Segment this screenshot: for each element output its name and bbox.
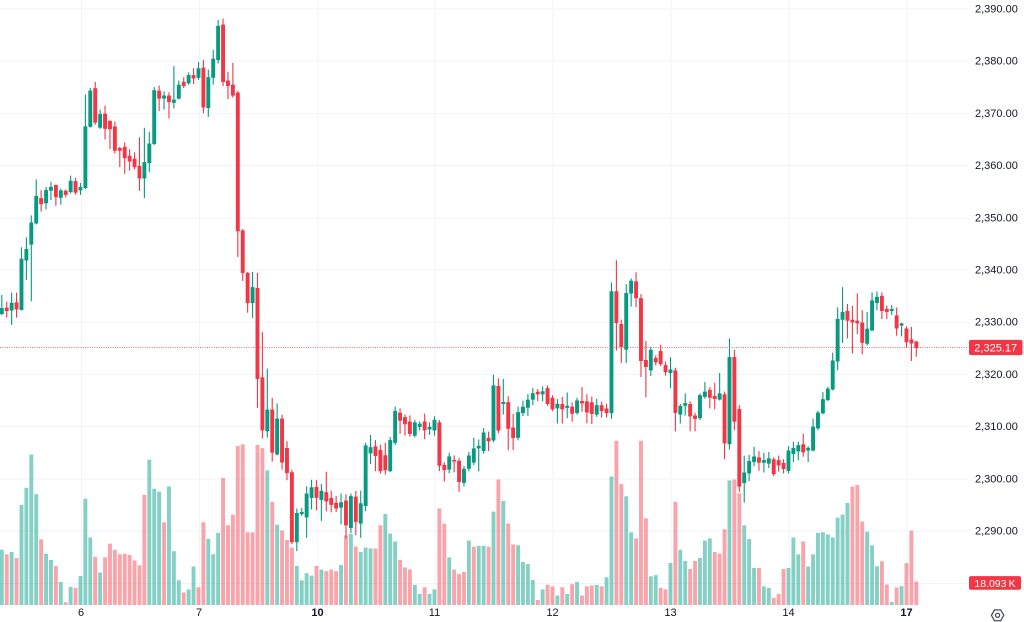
svg-text:2,340.00: 2,340.00 [975, 265, 1018, 277]
svg-text:12: 12 [546, 607, 558, 619]
svg-text:2,390.00: 2,390.00 [975, 3, 1018, 15]
svg-text:2,310.00: 2,310.00 [975, 421, 1018, 433]
svg-text:7: 7 [196, 607, 202, 619]
svg-text:17: 17 [900, 607, 912, 619]
svg-text:2,360.00: 2,360.00 [975, 160, 1018, 172]
svg-text:13: 13 [664, 607, 676, 619]
svg-text:2,380.00: 2,380.00 [975, 56, 1018, 68]
svg-text:2,325.17: 2,325.17 [974, 343, 1017, 355]
svg-text:10: 10 [311, 607, 323, 619]
svg-text:2,300.00: 2,300.00 [975, 473, 1018, 485]
svg-text:6: 6 [78, 607, 84, 619]
svg-text:18.093 K: 18.093 K [974, 578, 1015, 590]
svg-text:2,350.00: 2,350.00 [975, 212, 1018, 224]
svg-text:2,320.00: 2,320.00 [975, 369, 1018, 381]
svg-text:2,290.00: 2,290.00 [975, 526, 1018, 538]
svg-text:2,330.00: 2,330.00 [975, 317, 1018, 329]
svg-text:11: 11 [429, 607, 440, 619]
svg-text:14: 14 [782, 607, 794, 619]
svg-text:2,370.00: 2,370.00 [975, 108, 1018, 120]
